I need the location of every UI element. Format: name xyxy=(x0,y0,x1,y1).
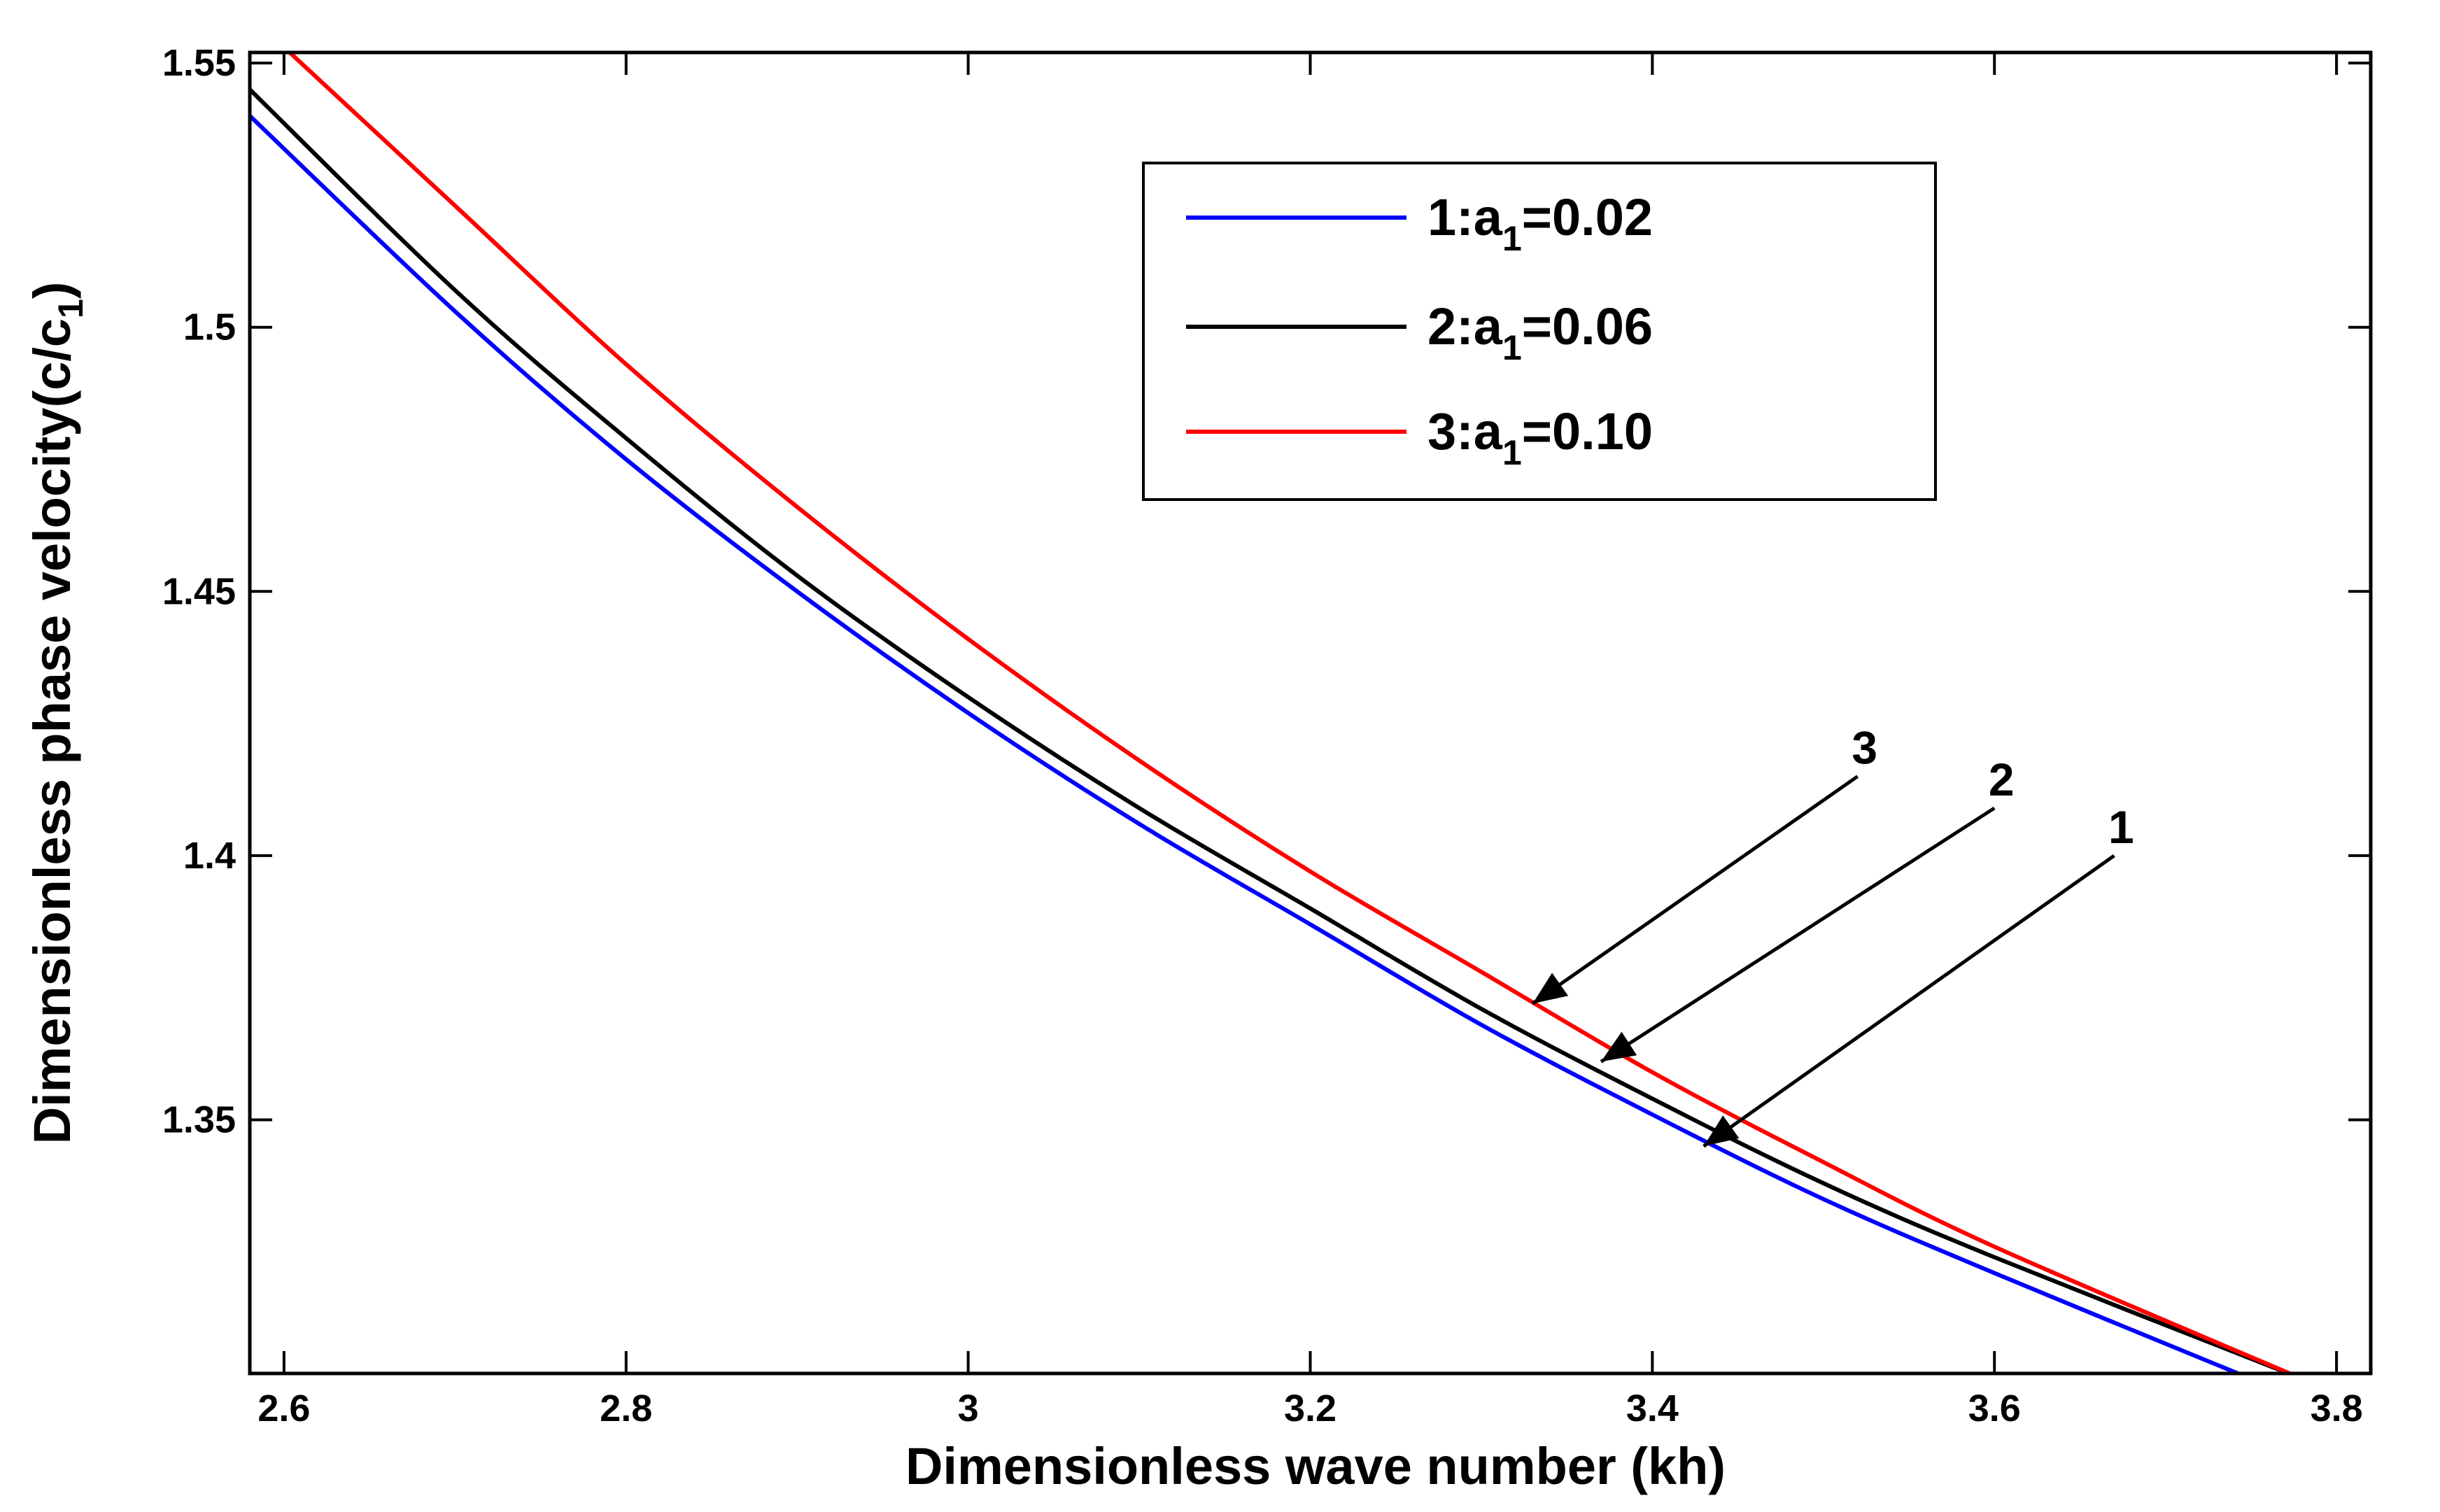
legend-subscript: 1 xyxy=(1502,219,1522,258)
annotation-label-1: 1 xyxy=(2108,801,2134,853)
annotation-arrow-3 xyxy=(1531,775,1859,1005)
series-line-2 xyxy=(250,87,2295,1373)
x-tick-label: 3.8 xyxy=(2311,1387,2363,1429)
annotation-label-3: 3 xyxy=(1852,722,1877,774)
y-axis-title-suffix: ) xyxy=(23,282,81,299)
legend-prefix: 1:a xyxy=(1427,188,1503,246)
series-layer xyxy=(250,52,2296,1373)
x-tick-label: 3 xyxy=(958,1387,979,1429)
legend-prefix: 3:a xyxy=(1427,402,1503,460)
y-tick-label: 1.5 xyxy=(183,306,236,348)
legend-suffix: =0.10 xyxy=(1522,402,1653,460)
annotation-arrowhead-2 xyxy=(1601,1031,1637,1062)
y-axis-title: Dimensionless phase velocity(c/c1) xyxy=(23,282,90,1145)
y-tick-label: 1.55 xyxy=(162,42,236,84)
annotation-arrow-1 xyxy=(1702,854,2115,1148)
legend-subscript: 1 xyxy=(1502,433,1522,472)
x-axis-title: Dimensionless wave number (kh) xyxy=(905,1437,1726,1495)
legend-suffix: =0.02 xyxy=(1522,188,1653,246)
x-tick-label: 2.6 xyxy=(258,1387,310,1429)
y-tick-label: 1.4 xyxy=(183,835,236,877)
legend-subscript: 1 xyxy=(1502,328,1522,367)
x-tick-label: 3.6 xyxy=(1968,1387,2021,1429)
annotation-arrowhead-1 xyxy=(1703,1115,1740,1147)
legend-suffix: =0.06 xyxy=(1522,297,1653,355)
annotation-label-2: 2 xyxy=(1989,754,2015,805)
y-axis-title-subscript: 1 xyxy=(51,299,90,318)
legend-label-series-1: 1:a1=0.02 xyxy=(1427,188,1653,258)
x-tick-label: 3.2 xyxy=(1284,1387,1337,1429)
series-line-3 xyxy=(286,52,2296,1373)
y-tick-label: 1.45 xyxy=(162,570,236,612)
curve-annotations: 3 2 1 xyxy=(1531,722,2134,1148)
x-axis: 2.6 2.8 3 3.2 3.4 3.6 3.8 xyxy=(258,52,2363,1429)
legend-prefix: 2:a xyxy=(1427,297,1503,355)
series-line-1 xyxy=(250,114,2244,1373)
x-tick-label: 3.4 xyxy=(1626,1387,1679,1429)
annotation-arrow-2 xyxy=(1600,806,1996,1064)
legend-label-series-2: 2:a1=0.06 xyxy=(1427,297,1653,367)
y-axis: 1.35 1.4 1.45 1.5 1.55 xyxy=(162,42,2371,1141)
legend-label-series-3: 3:a1=0.10 xyxy=(1427,402,1653,472)
legend: 1:a1=0.02 2:a1=0.06 3:a1=0.10 xyxy=(1142,162,1937,501)
y-tick-label: 1.35 xyxy=(162,1099,236,1141)
y-axis-title-group: Dimensionless phase velocity(c/c1) xyxy=(23,282,90,1145)
annotation-arrowhead-3 xyxy=(1532,973,1569,1004)
x-tick-label: 2.8 xyxy=(600,1387,652,1429)
y-axis-title-main: Dimensionless phase velocity(c/c xyxy=(23,318,81,1144)
